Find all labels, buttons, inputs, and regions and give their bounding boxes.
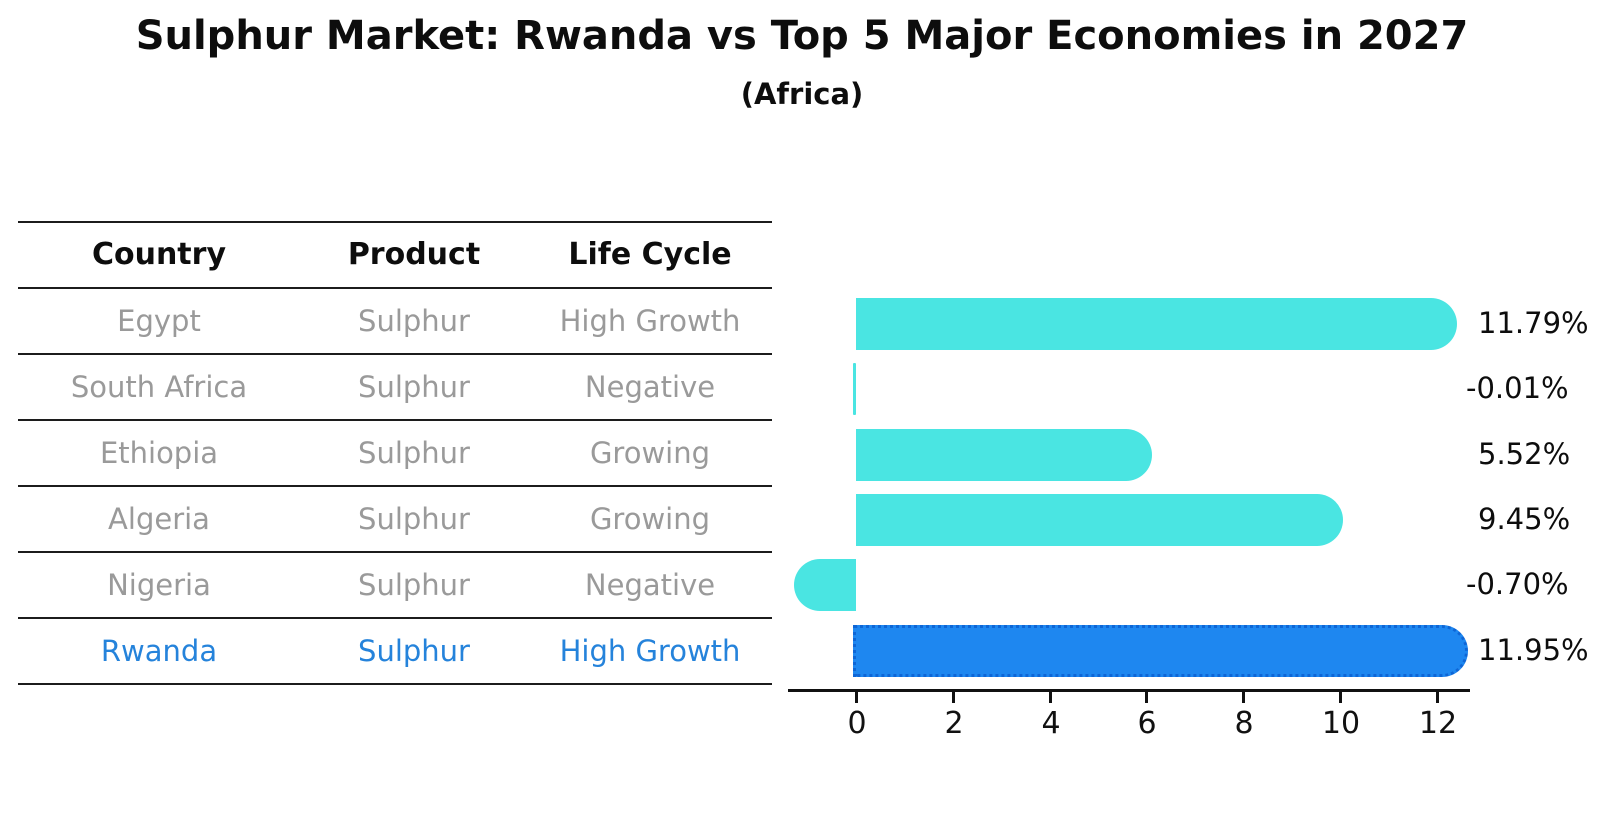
value-label-ethiopia: 5.52% xyxy=(1478,436,1571,471)
table-cell-product: Sulphur xyxy=(358,369,470,404)
x-axis-tick-label: 8 xyxy=(1234,706,1254,741)
value-label-algeria: 9.45% xyxy=(1478,501,1571,536)
column-header-life-cycle: Life Cycle xyxy=(568,237,732,272)
x-axis-tick-label: 4 xyxy=(1041,706,1061,741)
table-cell-life-cycle: Growing xyxy=(589,435,711,470)
table-row-ethiopia: Ethiopia Sulphur Growing xyxy=(18,421,772,487)
x-axis-tick-label: 12 xyxy=(1418,706,1458,741)
table-cell-product: Sulphur xyxy=(358,303,470,338)
x-axis-tick-label: 0 xyxy=(847,706,867,741)
chart-title: Sulphur Market: Rwanda vs Top 5 Major Ec… xyxy=(135,13,1469,59)
x-axis-tick xyxy=(952,691,955,703)
bar-south-africa xyxy=(853,363,856,416)
table-cell-product: Sulphur xyxy=(358,567,470,602)
table-row-algeria: Algeria Sulphur Growing xyxy=(18,487,772,553)
x-axis xyxy=(788,689,1470,692)
bar-rwanda xyxy=(853,624,1468,677)
table-cell-country: Egypt xyxy=(117,303,201,338)
table-cell-life-cycle: Negative xyxy=(584,567,716,602)
table-cell-country: South Africa xyxy=(70,369,248,404)
x-axis-tick xyxy=(1145,691,1148,703)
table-header-row: Country Product Life Cycle xyxy=(18,223,772,289)
bar-egypt xyxy=(856,298,1457,350)
x-axis-tick-label: 10 xyxy=(1321,706,1361,741)
column-header-country: Country xyxy=(91,237,227,272)
x-axis-tick xyxy=(1339,691,1342,703)
value-label-south-africa: -0.01% xyxy=(1466,371,1569,406)
table-cell-country: Ethiopia xyxy=(99,435,219,470)
column-header-product: Product xyxy=(347,237,481,272)
bar-algeria xyxy=(856,493,1344,546)
bar-ethiopia xyxy=(856,428,1153,481)
summary-table: Country Product Life Cycle Egypt Sulphur… xyxy=(18,221,772,685)
value-label-egypt: 11.79% xyxy=(1478,306,1589,340)
chart-subtitle: (Africa) xyxy=(740,77,864,111)
x-axis-tick xyxy=(1436,691,1439,703)
x-axis-tick-label: 6 xyxy=(1137,706,1157,741)
table-row-nigeria: Nigeria Sulphur Negative xyxy=(18,553,772,619)
table-cell-product: Sulphur xyxy=(358,633,470,668)
table-cell-country: Rwanda xyxy=(100,633,218,668)
value-label-nigeria: -0.70% xyxy=(1466,567,1569,602)
table-cell-life-cycle: High Growth xyxy=(559,303,741,338)
value-label-rwanda: 11.95% xyxy=(1478,632,1589,667)
table-cell-country: Nigeria xyxy=(107,567,211,602)
table-row-south-africa: South Africa Sulphur Negative xyxy=(18,355,772,421)
table-row-egypt: Egypt Sulphur High Growth xyxy=(18,289,772,355)
table-cell-life-cycle: Negative xyxy=(584,369,716,404)
x-axis-tick xyxy=(855,691,858,703)
table-cell-life-cycle: Growing xyxy=(589,501,711,536)
table-cell-product: Sulphur xyxy=(358,501,470,536)
x-axis-tick-label: 2 xyxy=(944,706,964,741)
table-row-rwanda: Rwanda Sulphur High Growth xyxy=(18,619,772,685)
table-cell-product: Sulphur xyxy=(358,435,470,470)
table-cell-life-cycle: High Growth xyxy=(559,633,741,668)
x-axis-tick xyxy=(1242,691,1245,703)
table-cell-country: Algeria xyxy=(108,501,210,536)
x-axis-tick xyxy=(1049,691,1052,703)
bar-nigeria xyxy=(793,559,856,612)
